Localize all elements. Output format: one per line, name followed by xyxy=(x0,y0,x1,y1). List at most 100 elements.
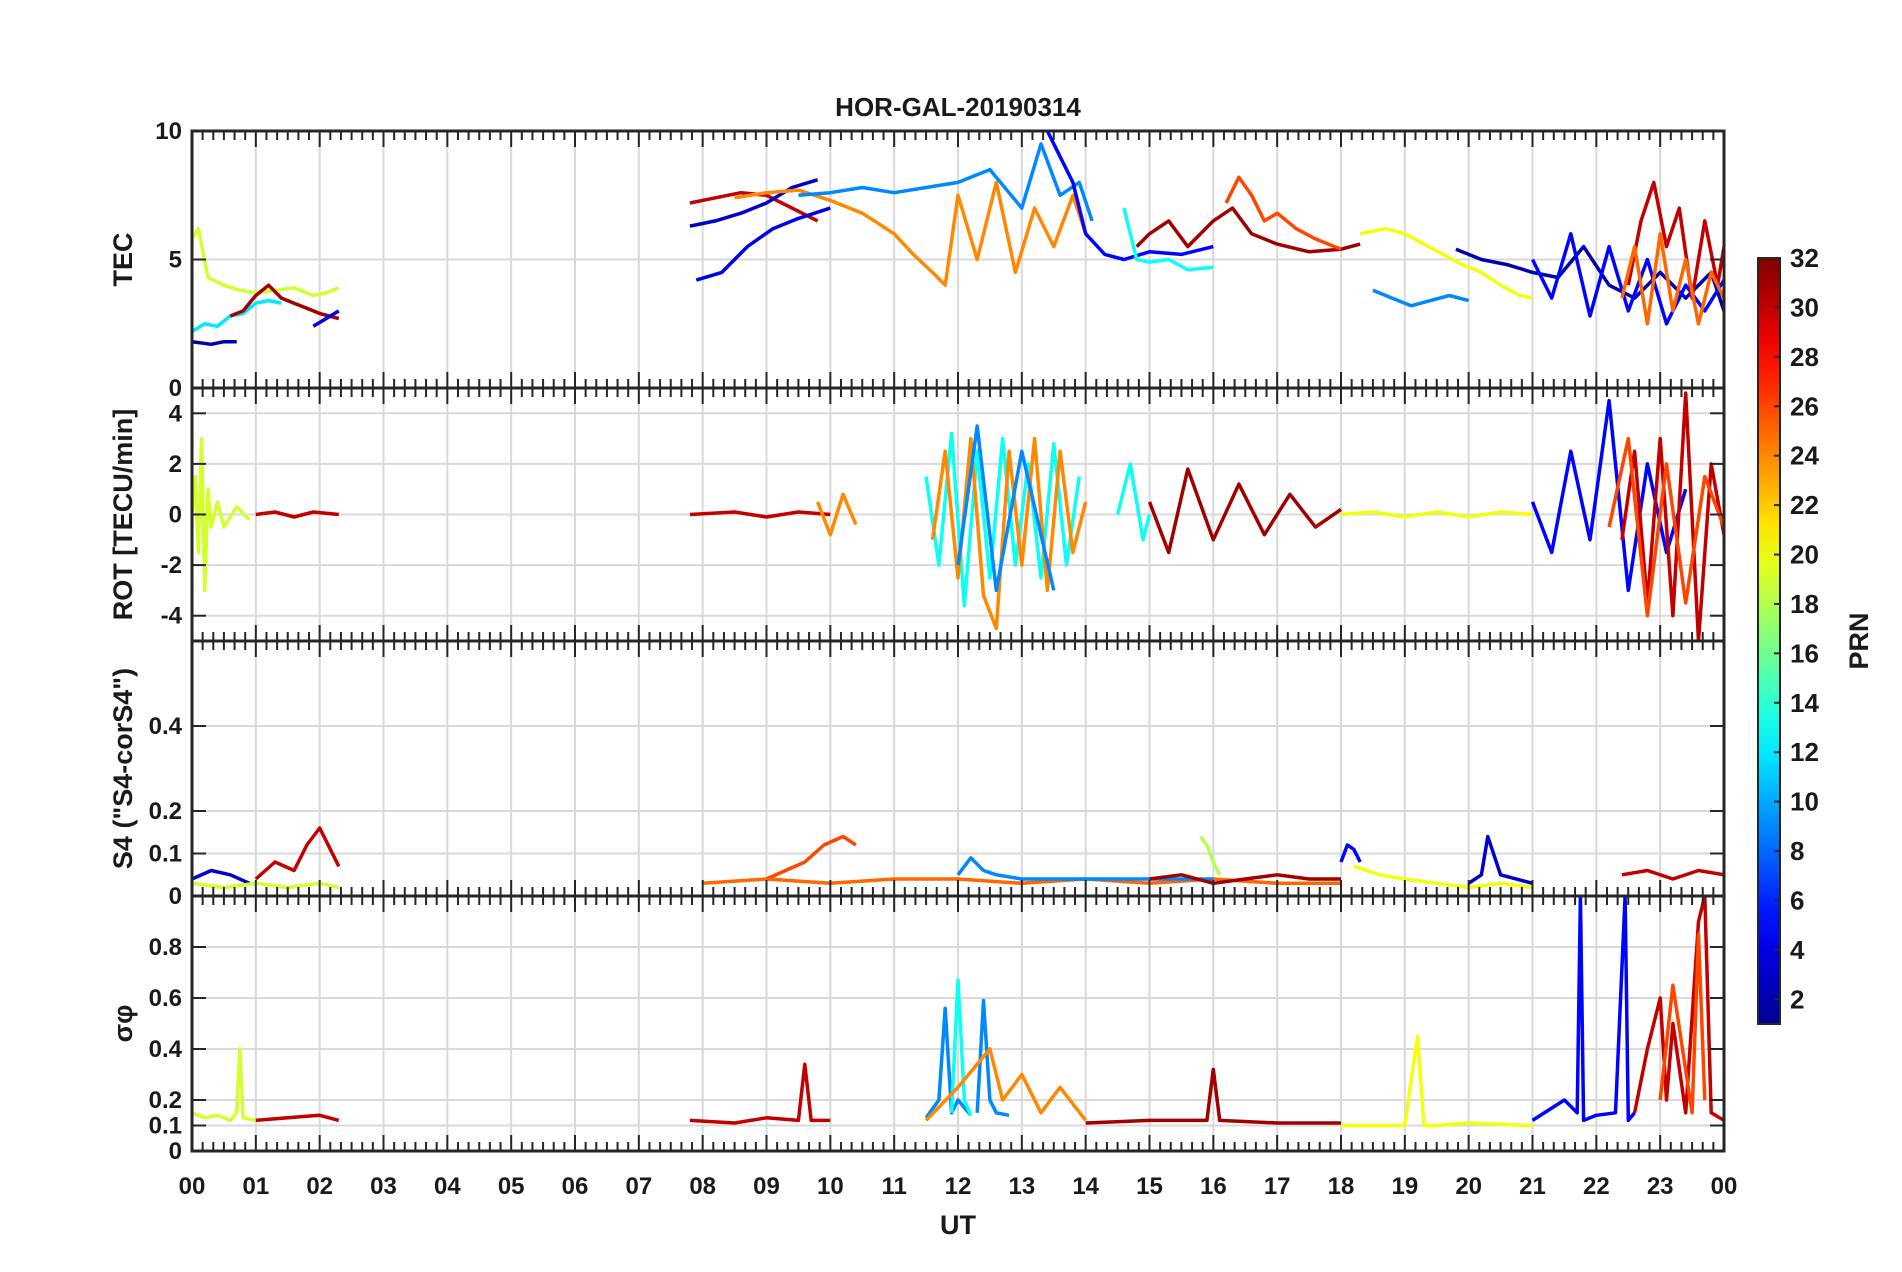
x-tick-label: 01 xyxy=(242,1173,269,1200)
y-tick-label: 0.6 xyxy=(149,985,182,1012)
y-tick-label: 0 xyxy=(169,1138,182,1165)
series-line-prn-19 xyxy=(192,436,251,593)
series-line-prn-19 xyxy=(192,226,340,298)
y-tick-label: 5 xyxy=(169,247,182,274)
colorbar-tick-label: 30 xyxy=(1790,292,1819,322)
series-line-prn-5 xyxy=(1045,131,1214,262)
series-line-prn-31 xyxy=(1147,467,1342,555)
series-line-prn-30 xyxy=(254,826,341,881)
x-tick-label: 14 xyxy=(1072,1173,1099,1200)
colorbar-gradient xyxy=(1757,257,1781,1025)
series-line-prn-13b xyxy=(1115,462,1152,542)
series-line-prn-13 xyxy=(949,978,973,1116)
y-tick-label: 0 xyxy=(169,375,182,402)
x-tick-label: 22 xyxy=(1583,1173,1610,1200)
colorbar-label: PRN xyxy=(1844,612,1874,669)
x-tick-label: 08 xyxy=(689,1173,716,1200)
y-tick-label: 0 xyxy=(169,502,182,529)
series-line-prn-26 xyxy=(765,834,857,881)
panel-rot: -4 -2 0 2 4 ROT [TECU/min] xyxy=(108,386,1726,643)
series-line-prn-24b xyxy=(930,436,1088,631)
series-line-prn-4 xyxy=(312,309,340,328)
series-line-prn-9 xyxy=(798,142,1094,222)
series-line-prn-26 xyxy=(1658,932,1707,1115)
x-tick-label: 00 xyxy=(1711,1173,1738,1200)
series-line-prn-20 xyxy=(1340,510,1533,519)
x-tick-label: 12 xyxy=(945,1173,972,1200)
series-line-prn-9b xyxy=(1372,288,1470,308)
series-line-prn-18 xyxy=(1199,835,1222,876)
series-line-prn-24 xyxy=(734,180,1088,287)
colorbar-tick-label: 28 xyxy=(1790,342,1819,372)
series-line-prn-3 xyxy=(192,868,251,885)
panel-frame xyxy=(190,894,1726,1153)
y-tick-label: -2 xyxy=(161,552,182,579)
x-tick-label: 06 xyxy=(562,1173,589,1200)
y-tick-label: 0.4 xyxy=(149,713,183,740)
colorbar-tick-label: 8 xyxy=(1790,836,1804,866)
series-line-prn-31 xyxy=(229,283,340,321)
series-line-prn-20 xyxy=(1359,226,1533,300)
series-line-prn-30 xyxy=(255,510,339,519)
series-line-prn-25 xyxy=(1620,232,1724,326)
x-tick-label: 00 xyxy=(179,1173,206,1200)
colorbar-tick-label: 26 xyxy=(1790,391,1819,421)
colorbar-tick-label: 10 xyxy=(1790,787,1819,817)
series-group xyxy=(192,391,1724,641)
colorbar-tick-label: 20 xyxy=(1790,540,1819,570)
y-tick-label: 4 xyxy=(169,400,183,427)
x-tick-label: 16 xyxy=(1200,1173,1227,1200)
x-tick-label: 10 xyxy=(817,1173,844,1200)
series-line-prn-30c xyxy=(1620,391,1724,641)
y-tick-label: 0 xyxy=(169,883,182,910)
y-tick-label: 0.8 xyxy=(149,934,182,961)
series-line-prn-31 xyxy=(1149,873,1341,886)
y-tick-label: 0.2 xyxy=(149,798,182,825)
series-line-prn-9 xyxy=(956,424,1056,593)
x-tick-label: 15 xyxy=(1136,1173,1163,1200)
x-tick-label: 23 xyxy=(1647,1173,1674,1200)
x-tick-label: 13 xyxy=(1008,1173,1035,1200)
x-axis-label: UT xyxy=(940,1210,976,1240)
colorbar-tick-label: 12 xyxy=(1790,737,1819,767)
y-axis-label-sigma: σφ xyxy=(108,1005,138,1043)
colorbar-tick-label: 18 xyxy=(1790,589,1819,619)
x-tick-label: 21 xyxy=(1519,1173,1546,1200)
x-tick-label: 03 xyxy=(370,1173,397,1200)
series-line-prn-30b xyxy=(1626,180,1724,300)
series-line-prn-5 xyxy=(1531,896,1636,1123)
series-line-prn-3b xyxy=(1467,834,1533,885)
series-line-prn-9 xyxy=(924,1006,973,1119)
y-tick-label: 10 xyxy=(155,118,182,145)
series-line-prn-30c xyxy=(1632,896,1724,1122)
panel-s4: 0 0.1 0.2 0.4 S4 ("S4-corS4") xyxy=(108,639,1726,910)
series-line-prn-30b xyxy=(1621,868,1724,881)
series-line-prn-5 xyxy=(1339,843,1362,863)
series-line-prn-24 xyxy=(815,492,858,537)
series-line-prn-20 xyxy=(1353,864,1533,890)
colorbar-tick-label: 16 xyxy=(1790,638,1819,668)
series-line-prn-19 xyxy=(192,881,340,890)
colorbar-tick-label: 22 xyxy=(1790,490,1819,520)
series-line-prn-19 xyxy=(192,1047,257,1123)
series-line-prn-13 xyxy=(924,431,1082,608)
series-line-prn-30b xyxy=(689,1062,831,1125)
x-tick-label: 05 xyxy=(498,1173,525,1200)
series-line-prn-2 xyxy=(192,339,237,347)
y-axis-label-tec: TEC xyxy=(108,233,138,287)
y-tick-label: 2 xyxy=(169,451,182,478)
series-line-prn-26 xyxy=(1607,436,1724,618)
x-tick-label: 17 xyxy=(1264,1173,1291,1200)
series-line-prn-20 xyxy=(1341,1034,1533,1128)
colorbar-tick-label: 2 xyxy=(1790,984,1804,1014)
y-tick-label: -4 xyxy=(161,603,183,630)
x-tick-label: 07 xyxy=(625,1173,652,1200)
colorbar-tick-label: 4 xyxy=(1790,935,1805,965)
chart-title: HOR-GAL-20190314 xyxy=(835,92,1081,122)
colorbar-tick-label: 6 xyxy=(1790,885,1804,915)
y-tick-label: 0.1 xyxy=(149,1113,182,1140)
series-line-prn-3 xyxy=(689,178,819,228)
